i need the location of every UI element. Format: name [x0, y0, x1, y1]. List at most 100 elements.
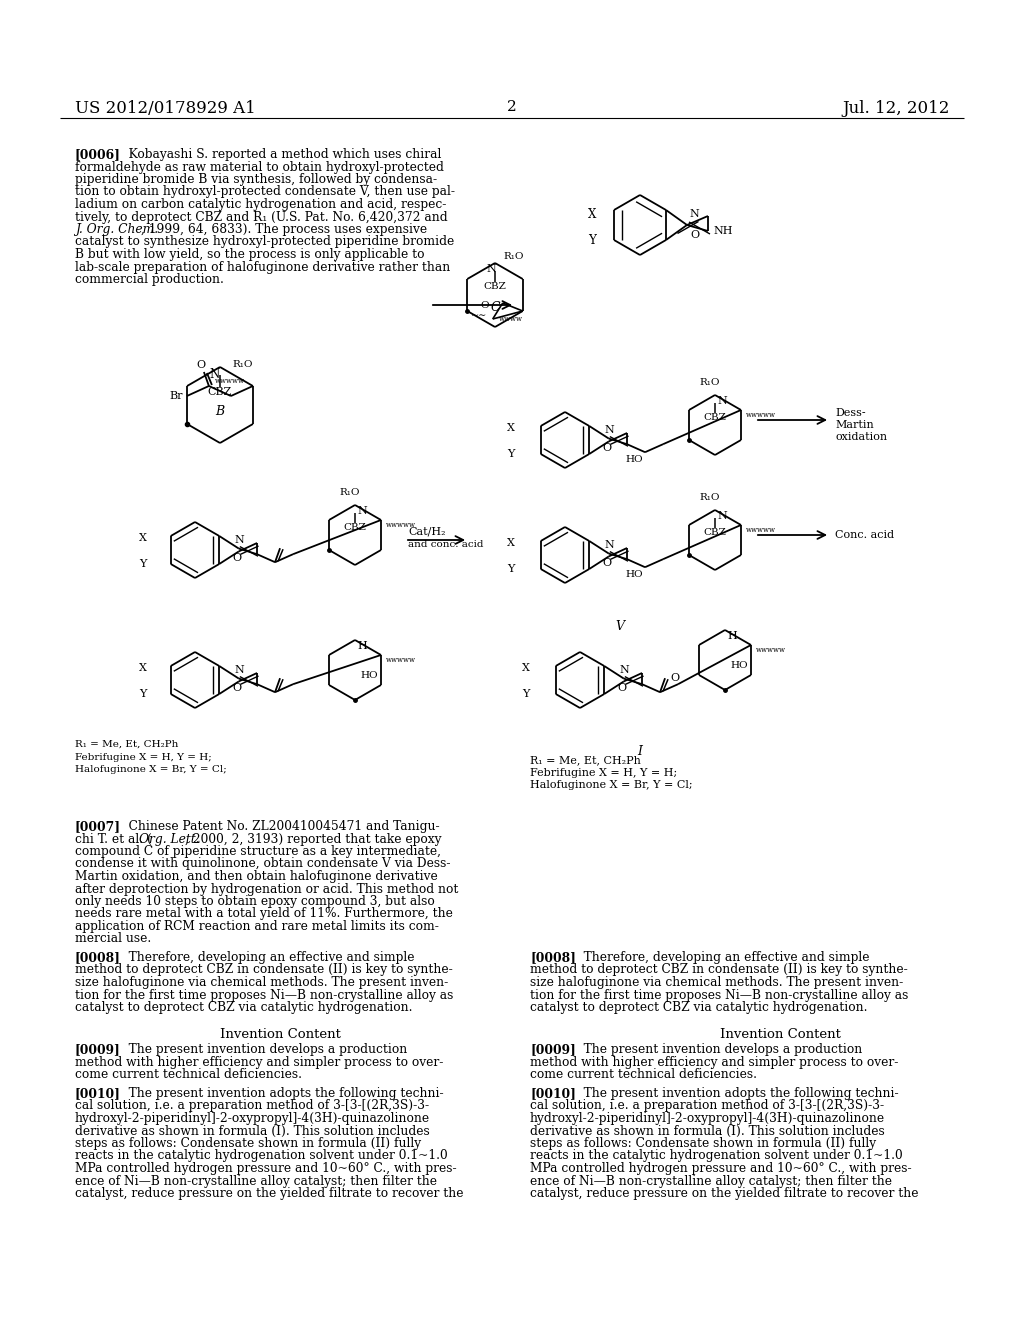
- Text: wwwww: wwwww: [756, 645, 786, 653]
- Text: N: N: [604, 540, 613, 550]
- Text: Y: Y: [507, 564, 514, 574]
- Text: O: O: [602, 442, 611, 453]
- Text: ladium on carbon catalytic hydrogenation and acid, respec-: ladium on carbon catalytic hydrogenation…: [75, 198, 446, 211]
- Text: application of RCM reaction and rare metal limits its com-: application of RCM reaction and rare met…: [75, 920, 439, 933]
- Text: chi T. et al. (: chi T. et al. (: [75, 833, 152, 846]
- Text: , 2000, 2, 3193) reported that take epoxy: , 2000, 2, 3193) reported that take epox…: [185, 833, 441, 846]
- Text: commercial production.: commercial production.: [75, 273, 224, 286]
- Text: CBZ: CBZ: [703, 528, 726, 537]
- Text: size halofuginone via chemical methods. The present inven-: size halofuginone via chemical methods. …: [75, 975, 449, 989]
- Text: [0009]: [0009]: [530, 1044, 575, 1056]
- Text: wwww: wwww: [499, 315, 522, 323]
- Text: O: O: [197, 360, 206, 370]
- Text: MPa controlled hydrogen pressure and 10~60° C., with pres-: MPa controlled hydrogen pressure and 10~…: [530, 1162, 911, 1175]
- Text: cal solution, i.e. a preparation method of 3-[3-[(2R,3S)-3-: cal solution, i.e. a preparation method …: [75, 1100, 429, 1113]
- Text: N: N: [689, 209, 698, 219]
- Text: steps as follows: Condensate shown in formula (II) fully: steps as follows: Condensate shown in fo…: [75, 1137, 421, 1150]
- Text: Invention Content: Invention Content: [720, 1027, 841, 1040]
- Text: size halofuginone via chemical methods. The present inven-: size halofuginone via chemical methods. …: [530, 975, 903, 989]
- Text: ence of Ni—B non-crystalline alloy catalyst; then filter the: ence of Ni—B non-crystalline alloy catal…: [530, 1175, 892, 1188]
- Text: O: O: [617, 682, 627, 693]
- Text: Febrifugine X = H, Y = H;: Febrifugine X = H, Y = H;: [530, 767, 677, 777]
- Text: MPa controlled hydrogen pressure and 10~60° C., with pres-: MPa controlled hydrogen pressure and 10~…: [75, 1162, 457, 1175]
- Text: Kobayashi S. reported a method which uses chiral: Kobayashi S. reported a method which use…: [117, 148, 441, 161]
- Text: NH: NH: [713, 226, 732, 236]
- Text: N: N: [486, 264, 496, 275]
- Text: [0010]: [0010]: [530, 1086, 575, 1100]
- Text: Y: Y: [522, 689, 529, 700]
- Text: X: X: [588, 209, 596, 222]
- Text: N: N: [604, 425, 613, 436]
- Text: tion to obtain hydroxyl-protected condensate V, then use pal-: tion to obtain hydroxyl-protected conden…: [75, 186, 455, 198]
- Text: C: C: [490, 301, 500, 314]
- Text: HO: HO: [360, 671, 378, 680]
- Text: CBZ: CBZ: [703, 413, 726, 422]
- Text: J. Org. Chem.: J. Org. Chem.: [75, 223, 158, 236]
- Text: catalyst to synthesize hydroxyl-protected piperidine bromide: catalyst to synthesize hydroxyl-protecte…: [75, 235, 455, 248]
- Text: Martin oxidation, and then obtain halofuginone derivative: Martin oxidation, and then obtain halofu…: [75, 870, 437, 883]
- Text: after deprotection by hydrogenation or acid. This method not: after deprotection by hydrogenation or a…: [75, 883, 459, 895]
- Text: , 1999, 64, 6833). The process uses expensive: , 1999, 64, 6833). The process uses expe…: [141, 223, 427, 236]
- Text: [0006]: [0006]: [75, 148, 121, 161]
- Text: US 2012/0178929 A1: US 2012/0178929 A1: [75, 100, 256, 117]
- Text: HO: HO: [730, 661, 748, 671]
- Text: wwwww: wwwww: [745, 525, 776, 535]
- Text: wwwww: wwwww: [215, 378, 245, 385]
- Text: Br: Br: [169, 391, 183, 401]
- Text: X: X: [139, 663, 146, 673]
- Text: Y: Y: [139, 689, 146, 700]
- Text: Dess-: Dess-: [835, 408, 865, 418]
- Text: wwwww: wwwww: [745, 411, 776, 418]
- Text: derivative as shown in formula (I). This solution includes: derivative as shown in formula (I). This…: [75, 1125, 430, 1138]
- Text: N: N: [618, 665, 629, 676]
- Text: [0008]: [0008]: [530, 950, 575, 964]
- Text: reacts in the catalytic hydrogenation solvent under 0.1~1.0: reacts in the catalytic hydrogenation so…: [75, 1150, 447, 1163]
- Text: Org. Lett.: Org. Lett.: [139, 833, 200, 846]
- Text: O: O: [690, 230, 699, 240]
- Text: B but with low yield, so the process is only applicable to: B but with low yield, so the process is …: [75, 248, 425, 261]
- Text: come current technical deficiencies.: come current technical deficiencies.: [530, 1068, 757, 1081]
- Text: hydroxyl-2-piperidinyl]-2-oxypropyl]-4(3H)-quinazolinone: hydroxyl-2-piperidinyl]-2-oxypropyl]-4(3…: [530, 1111, 885, 1125]
- Text: N: N: [717, 396, 727, 407]
- Text: needs rare metal with a total yield of 11%. Furthermore, the: needs rare metal with a total yield of 1…: [75, 908, 453, 920]
- Text: O: O: [232, 682, 242, 693]
- Text: [0008]: [0008]: [75, 950, 121, 964]
- Text: cal solution, i.e. a preparation method of 3-[3-[(2R,3S)-3-: cal solution, i.e. a preparation method …: [530, 1100, 884, 1113]
- Text: R₁O: R₁O: [232, 360, 253, 370]
- Text: The present invention develops a production: The present invention develops a product…: [572, 1044, 862, 1056]
- Text: Chinese Patent No. ZL200410045471 and Tanigu-: Chinese Patent No. ZL200410045471 and Ta…: [117, 820, 439, 833]
- Text: Y: Y: [507, 449, 514, 459]
- Text: X: X: [522, 663, 529, 673]
- Text: ence of Ni—B non-crystalline alloy catalyst; then filter the: ence of Ni—B non-crystalline alloy catal…: [75, 1175, 437, 1188]
- Text: R₁ = Me, Et, CH₂Ph: R₁ = Me, Et, CH₂Ph: [530, 755, 641, 766]
- Text: catalyst to deprotect CBZ via catalytic hydrogenation.: catalyst to deprotect CBZ via catalytic …: [530, 1001, 867, 1014]
- Text: The present invention adopts the following techni-: The present invention adopts the followi…: [572, 1086, 899, 1100]
- Text: Invention Content: Invention Content: [219, 1027, 340, 1040]
- Text: H: H: [727, 631, 736, 642]
- Text: come current technical deficiencies.: come current technical deficiencies.: [75, 1068, 302, 1081]
- Text: method with higher efficiency and simpler process to over-: method with higher efficiency and simple…: [75, 1056, 443, 1069]
- Text: N: N: [233, 665, 244, 676]
- Text: N: N: [210, 368, 220, 381]
- Text: Therefore, developing an effective and simple: Therefore, developing an effective and s…: [572, 950, 869, 964]
- Text: HO: HO: [626, 455, 643, 465]
- Text: B: B: [215, 405, 224, 418]
- Text: Cat/H₂: Cat/H₂: [408, 527, 445, 537]
- Text: formaldehyde as raw material to obtain hydroxyl-protected: formaldehyde as raw material to obtain h…: [75, 161, 443, 173]
- Text: only needs 10 steps to obtain epoxy compound 3, but also: only needs 10 steps to obtain epoxy comp…: [75, 895, 435, 908]
- Text: O: O: [670, 673, 679, 684]
- Text: compound C of piperidine structure as a key intermediate,: compound C of piperidine structure as a …: [75, 845, 441, 858]
- Text: R₁ = Me, Et, CH₂Ph: R₁ = Me, Et, CH₂Ph: [75, 741, 178, 748]
- Text: 2: 2: [507, 100, 517, 114]
- Text: derivative as shown in formula (I). This solution includes: derivative as shown in formula (I). This…: [530, 1125, 885, 1138]
- Text: HO: HO: [626, 570, 643, 579]
- Text: The present invention develops a production: The present invention develops a product…: [117, 1044, 408, 1056]
- Text: R₁O: R₁O: [503, 252, 523, 261]
- Text: steps as follows: Condensate shown in formula (II) fully: steps as follows: Condensate shown in fo…: [530, 1137, 877, 1150]
- Text: X: X: [507, 422, 515, 433]
- Text: Jul. 12, 2012: Jul. 12, 2012: [843, 100, 950, 117]
- Text: X: X: [139, 533, 146, 543]
- Text: N: N: [717, 511, 727, 521]
- Text: wwwww: wwwww: [386, 656, 416, 664]
- Text: tion for the first time proposes Ni—B non-crystalline alloy as: tion for the first time proposes Ni—B no…: [530, 989, 908, 1002]
